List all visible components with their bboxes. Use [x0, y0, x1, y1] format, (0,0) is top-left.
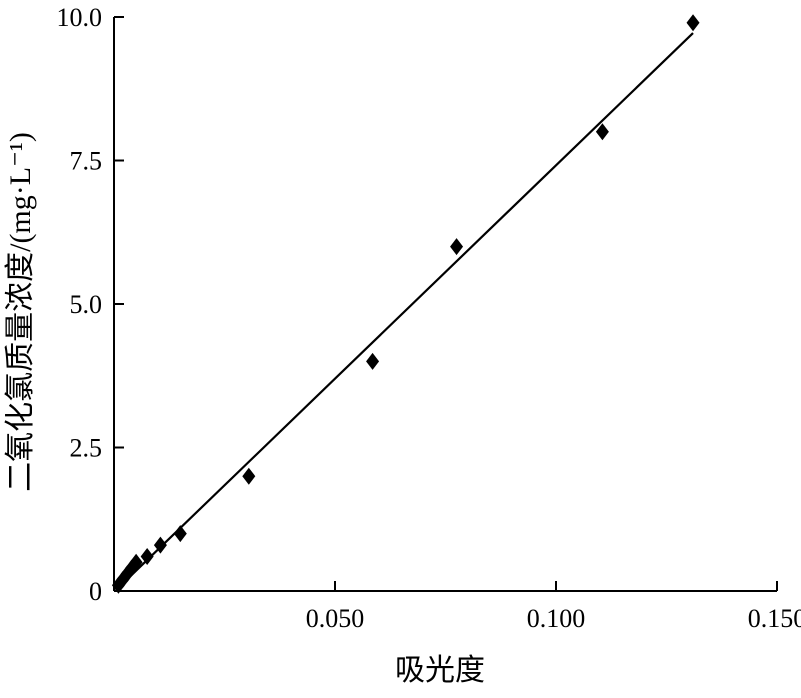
y-tick-label: 2.5	[70, 434, 103, 463]
data-point	[140, 548, 154, 566]
x-ticks: 0.050 0.100 0.150	[306, 581, 801, 633]
data-point	[450, 238, 464, 256]
data-point	[173, 525, 187, 543]
y-ticks: 0 2.5 5.0 7.5 10.0	[57, 3, 124, 606]
data-points	[111, 14, 700, 594]
y-tick-label: 0	[89, 577, 102, 606]
data-point	[242, 467, 256, 485]
x-axis-title: 吸光度	[395, 654, 485, 687]
y-axis-title: 二氧化氯质量浓度/(mg·L⁻¹)	[4, 132, 37, 492]
fit-line	[115, 32, 694, 591]
fit-line-group	[115, 32, 694, 591]
data-point	[366, 352, 380, 370]
data-point	[153, 536, 167, 554]
x-tick-label: 0.100	[527, 604, 586, 633]
data-point	[686, 14, 700, 32]
y-tick-label: 5.0	[70, 290, 103, 319]
data-point	[595, 123, 609, 141]
x-tick-label: 0.050	[306, 604, 365, 633]
x-tick-label: 0.150	[748, 604, 801, 633]
y-tick-label: 10.0	[57, 3, 103, 32]
y-tick-label: 7.5	[70, 147, 103, 176]
axes	[113, 17, 777, 592]
data-point	[129, 553, 143, 571]
